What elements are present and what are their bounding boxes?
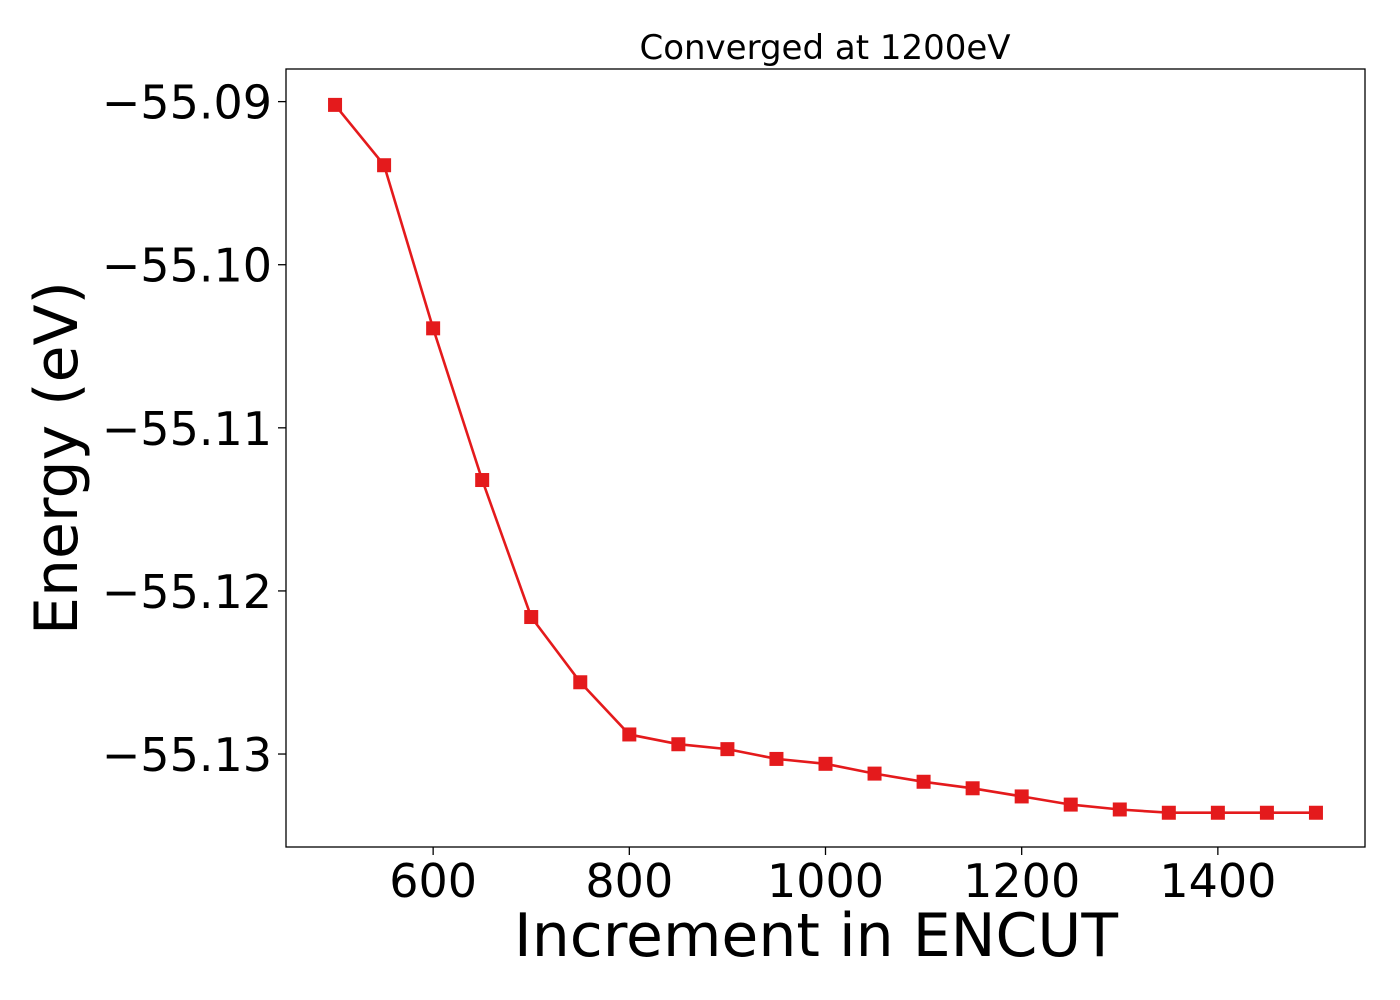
data-point-marker [1014, 789, 1029, 804]
data-point-marker [916, 774, 931, 789]
series-line [333, 104, 1316, 815]
data-point-marker [1259, 805, 1274, 820]
data-point-marker [720, 742, 735, 757]
data-point-marker [769, 751, 784, 766]
x-tick-label: 1200 [963, 854, 1080, 908]
data-point-marker [328, 97, 343, 112]
y-tick-label: −55.09 [102, 76, 272, 130]
plot-area [285, 68, 1366, 848]
data-point-marker [622, 727, 637, 742]
data-point-marker [426, 321, 441, 336]
data-point-marker [1063, 797, 1078, 812]
data-point-marker [377, 158, 392, 173]
data-point-marker [1210, 805, 1225, 820]
x-tick-label: 600 [389, 854, 477, 908]
y-tick-label: −55.10 [102, 239, 272, 293]
data-point-marker [475, 473, 490, 488]
data-point-marker [671, 737, 686, 752]
x-tick-label: 1400 [1159, 854, 1276, 908]
data-point-marker [818, 756, 833, 771]
data-point-marker [573, 675, 588, 690]
series-layer [328, 97, 1323, 820]
x-axis-label: Increment in ENCUT [514, 901, 1118, 971]
data-point-marker [1161, 805, 1176, 820]
x-tick-label: 800 [585, 854, 673, 908]
data-point-marker [524, 610, 539, 625]
y-tick-label: −55.13 [102, 728, 272, 782]
x-axis: 600 800 1000 1200 1400 [389, 847, 1276, 908]
data-point-marker [1112, 802, 1127, 817]
chart-title: Converged at 1200eV [639, 28, 1010, 68]
data-point-marker [867, 766, 882, 781]
data-point-marker [965, 781, 980, 796]
x-tick-label: 1000 [767, 854, 884, 908]
plot-frame [285, 68, 1366, 848]
energy-series [328, 97, 1323, 820]
y-axis-label: Energy (eV) [22, 281, 92, 635]
data-point-marker [1308, 805, 1323, 820]
y-tick-label: −55.12 [102, 565, 272, 619]
y-axis: −55.09 −55.10 −55.11 −55.12 −55.13 [102, 76, 286, 782]
y-tick-label: −55.11 [102, 402, 272, 456]
